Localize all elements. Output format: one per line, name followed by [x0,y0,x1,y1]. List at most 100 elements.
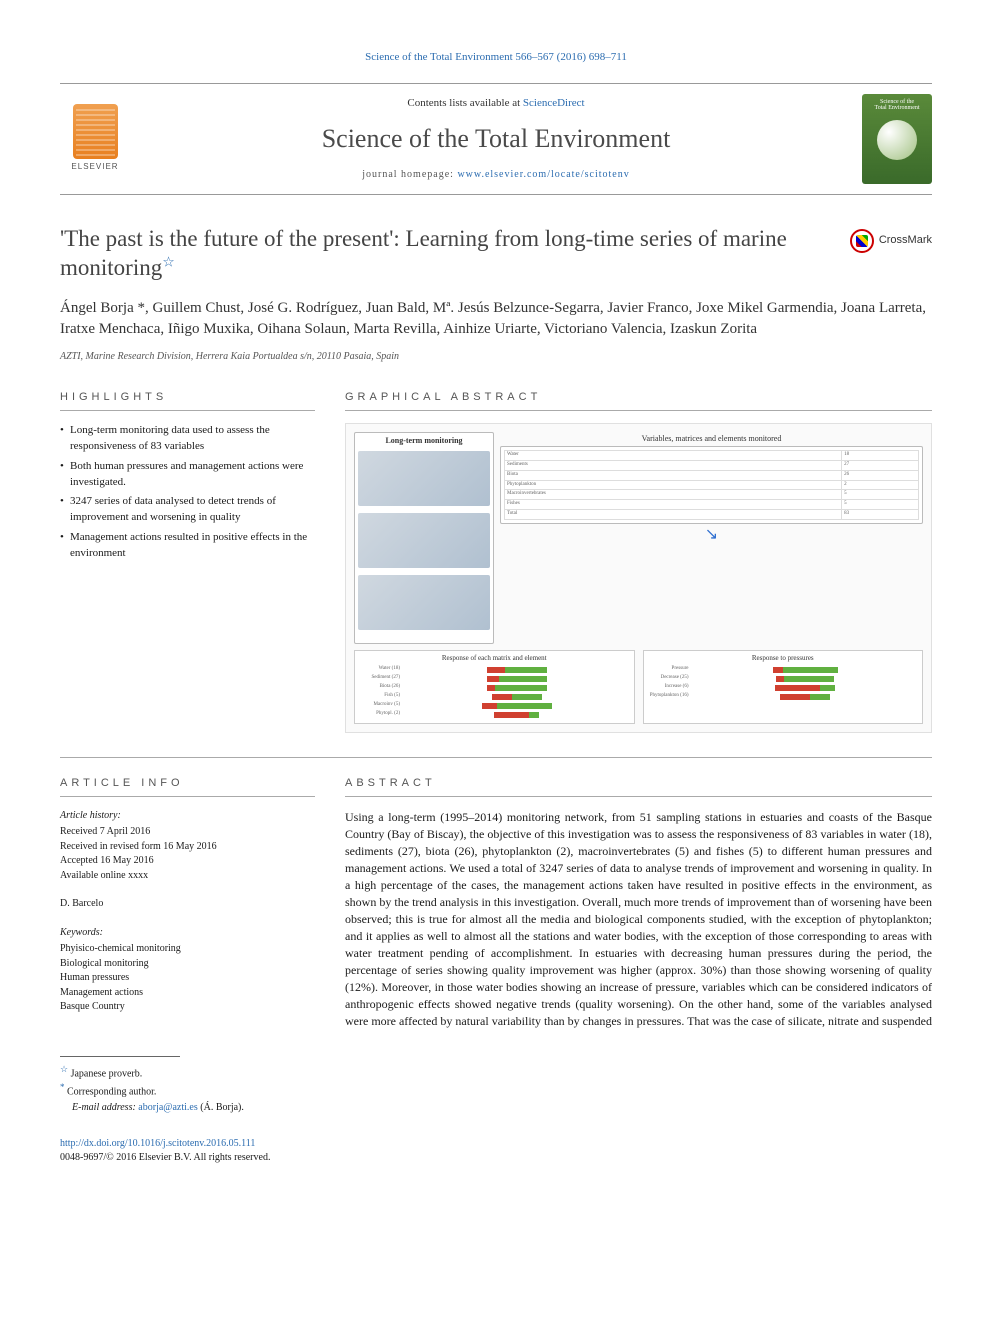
elsevier-logo[interactable]: ELSEVIER [60,99,130,179]
history-line: Received 7 April 2016 [60,825,315,840]
ga-vars-title: Variables, matrices and elements monitor… [500,432,923,447]
ga-bar-row: Phytopl. (2) [358,711,631,719]
ga-cell: Phytoplankton [505,480,842,490]
ga-vars-table: Water18 Sediments27 Biota26 Phytoplankto… [504,450,919,519]
crossmark-badge[interactable]: CrossMark [850,229,932,253]
keyword-item: Management actions [60,986,315,1001]
graphical-abstract-figure[interactable]: Long-term monitoring Variables, matrices… [345,423,932,733]
authors-text: Ángel Borja *, Guillem Chust, José G. Ro… [60,300,926,337]
ga-bar-row: Fish (5) [358,693,631,701]
ga-left-chart: Response of each matrix and element Wate… [354,650,635,723]
ga-bar-improving [505,667,547,673]
article-title: 'The past is the future of the present':… [60,225,830,283]
ga-bar-label: Pressure [647,666,692,673]
corresponding-email-link[interactable]: aborja@azti.es [138,1102,197,1113]
cover-label-1: Science of the [880,99,914,106]
citation-header[interactable]: Science of the Total Environment 566–567… [60,50,932,65]
ga-bar-improving [529,712,539,718]
ga-bar-label: Phytoplankton (16) [647,693,692,700]
doi-link[interactable]: http://dx.doi.org/10.1016/j.scitotenv.20… [60,1138,255,1149]
header-center: Contents lists available at ScienceDirec… [130,96,862,181]
contents-line: Contents lists available at ScienceDirec… [150,96,842,111]
ga-bar-worsening [487,685,495,691]
journal-cover-thumb[interactable]: Science of the Total Environment [862,94,932,184]
ga-cell: 5 [842,490,919,500]
ga-bar-improving [820,685,835,691]
ga-cell: 2 [842,480,919,490]
ga-map-thumb [358,575,490,630]
separator-rule [60,757,932,758]
ga-map-thumb [358,451,490,506]
ga-bar-row: Biota (26) [358,684,631,692]
footnote-star-icon: ☆ [60,1064,68,1074]
ga-ltm-panel: Long-term monitoring [354,432,494,645]
keywords-block: Keywords: Phyisico-chemical monitoring B… [60,926,315,1015]
ga-bar-improving [783,667,838,673]
homepage-line: journal homepage: www.elsevier.com/locat… [150,168,842,182]
ga-bar-row: Increase (6) [647,684,920,692]
sciencedirect-link[interactable]: ScienceDirect [523,97,585,109]
arrow-down-icon: ↘ [500,524,923,546]
ga-bar-improving [784,676,834,682]
email-label: E-mail address: [72,1102,136,1113]
ga-bar-worsening [780,694,810,700]
ga-bar-label: Fish (5) [358,693,403,700]
highlight-item: Long-term monitoring data used to assess… [60,423,315,455]
ga-bar-label: Water (18) [358,666,403,673]
ga-bar-worsening [492,694,512,700]
homepage-prefix: journal homepage: [362,169,457,180]
ga-cell: Biota [505,470,842,480]
keyword-item: Human pressures [60,971,315,986]
ga-bar-row: Decrease (25) [647,675,920,683]
ga-cell: Total [505,509,842,519]
contents-prefix: Contents lists available at [407,97,522,109]
ga-bar-improving [499,676,547,682]
ga-bar-row: Sediment (27) [358,675,631,683]
ga-bar-worsening [773,667,783,673]
ga-bar-label: Decrease (25) [647,675,692,682]
ga-cell: 26 [842,470,919,480]
highlight-item: Management actions resulted in positive … [60,530,315,562]
keyword-item: Basque Country [60,1000,315,1015]
ga-bar-worsening [776,676,784,682]
graphical-abstract-label: GRAPHICAL ABSTRACT [345,390,932,411]
elsevier-tree-icon [73,104,118,159]
highlight-item: 3247 series of data analysed to detect t… [60,494,315,526]
ga-cell: 83 [842,509,919,519]
article-info-label: ARTICLE INFO [60,776,315,797]
ga-map-thumb [358,513,490,568]
ga-bar-label: Biota (26) [358,684,403,691]
history-line: Received in revised form 16 May 2016 [60,840,315,855]
cover-label-2: Total Environment [874,105,919,112]
editor-name: D. Barcelo [60,897,315,912]
homepage-link[interactable]: www.elsevier.com/locate/scitotenv [457,169,629,180]
elsevier-logo-text: ELSEVIER [71,162,118,173]
journal-name: Science of the Total Environment [150,121,842,156]
ga-bar-worsening [487,667,505,673]
ga-bar-label: Sediment (27) [358,675,403,682]
title-text: 'The past is the future of the present':… [60,226,787,280]
ga-ltm-title: Long-term monitoring [358,436,490,447]
crossmark-label: CrossMark [879,233,932,248]
ga-right-chart: Response to pressures PressureDecrease (… [643,650,924,723]
ga-bar-improving [497,703,552,709]
article-history: Article history: Received 7 April 2016 R… [60,809,315,884]
history-line: Available online xxxx [60,869,315,884]
ga-cell: 18 [842,451,919,461]
highlight-item: Both human pressures and management acti… [60,459,315,491]
ga-bar-worsening [482,703,497,709]
footnotes: ☆ Japanese proverb. * Corresponding auth… [60,1063,932,1115]
ga-bar-improving [512,694,542,700]
email-person: (Á. Borja). [200,1102,244,1113]
author-list: Ángel Borja *, Guillem Chust, José G. Ro… [60,298,932,340]
title-footnote-marker[interactable]: ☆ [162,255,175,270]
ga-bar-worsening [487,676,499,682]
cover-globe-icon [877,120,917,160]
keywords-heading: Keywords: [60,926,315,941]
doi-block: http://dx.doi.org/10.1016/j.scitotenv.20… [60,1137,932,1165]
ga-bar-improving [810,694,830,700]
footnote-rule [60,1056,180,1057]
keyword-item: Phyisico-chemical monitoring [60,942,315,957]
keyword-item: Biological monitoring [60,957,315,972]
ga-cell: 5 [842,500,919,510]
